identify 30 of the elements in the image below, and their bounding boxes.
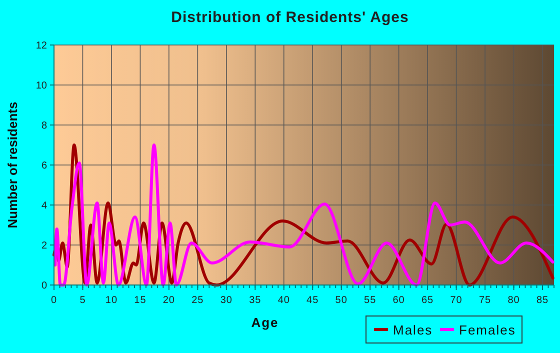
- x-tick-label: 65: [422, 295, 434, 306]
- legend-label: Males: [393, 322, 433, 338]
- x-tick-label: 80: [508, 295, 520, 306]
- x-tick-label: 55: [364, 295, 376, 306]
- chart-title: Distribution of Residents' Ages: [171, 9, 409, 26]
- x-tick-label: 85: [536, 295, 549, 306]
- x-tick-label: 15: [134, 295, 146, 306]
- x-tick-label: 50: [335, 295, 348, 306]
- y-tick-label: 0: [41, 280, 48, 292]
- legend-label: Females: [459, 322, 516, 338]
- y-tick-label: 6: [41, 160, 48, 172]
- x-tick-label: 70: [450, 295, 462, 306]
- x-tick-label: 0: [50, 295, 58, 306]
- x-tick-label: 25: [192, 295, 204, 306]
- x-axis-title: Age: [251, 315, 279, 330]
- x-tick-label: 30: [220, 295, 232, 306]
- y-tick-label: 10: [36, 80, 48, 92]
- y-tick-label: 12: [36, 40, 48, 52]
- x-tick-label: 10: [105, 295, 118, 306]
- x-tick-label: 35: [249, 295, 262, 306]
- x-tick-label: 60: [392, 295, 405, 306]
- x-tick-label: 75: [478, 295, 492, 306]
- x-tick-label: 45: [306, 295, 319, 306]
- x-tick-label: 40: [278, 295, 290, 306]
- y-tick-label: 8: [41, 120, 48, 132]
- x-tick-label: 5: [80, 295, 86, 306]
- y-tick-label: 4: [41, 200, 48, 212]
- y-axis-title: Number of residents: [5, 102, 20, 228]
- x-tick-label: 20: [162, 295, 176, 306]
- y-tick-label: 2: [41, 240, 48, 252]
